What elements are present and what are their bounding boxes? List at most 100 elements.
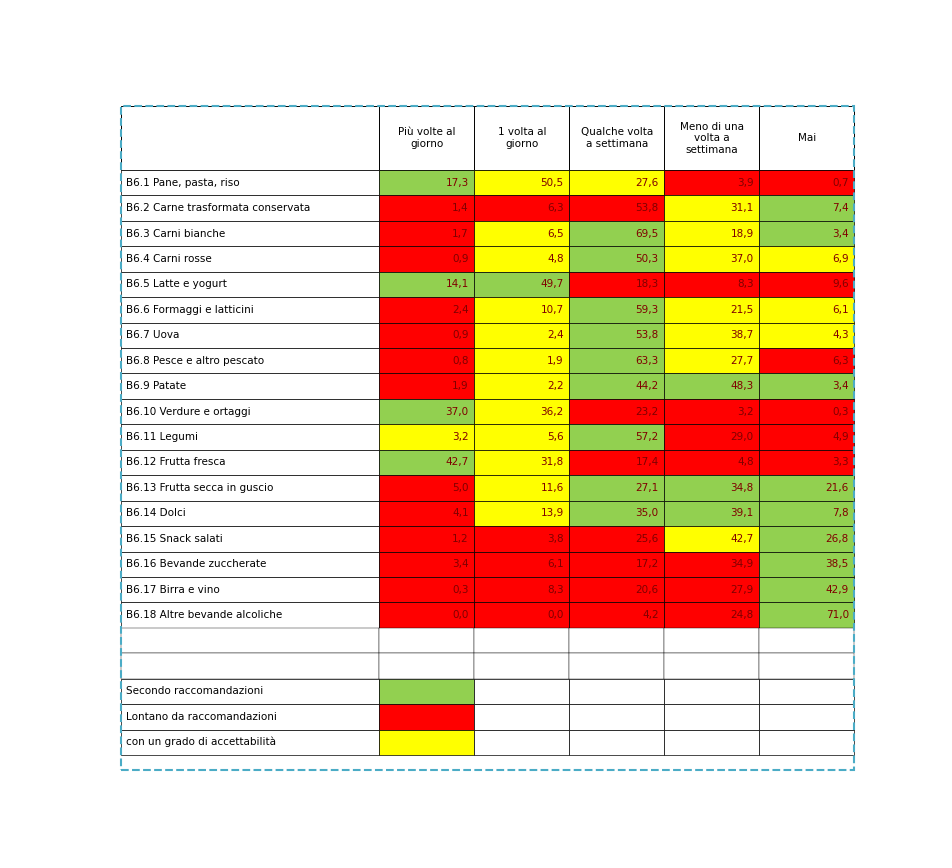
Text: 53,8: 53,8 xyxy=(636,331,659,340)
Bar xyxy=(664,577,760,602)
Text: 6,9: 6,9 xyxy=(832,254,849,264)
Text: 0,3: 0,3 xyxy=(832,406,849,417)
Text: B6.13 Frutta secca in guscio: B6.13 Frutta secca in guscio xyxy=(127,483,274,493)
Bar xyxy=(760,107,855,170)
Bar xyxy=(474,501,569,526)
Bar xyxy=(664,628,760,654)
Bar xyxy=(569,654,664,679)
Text: 0,8: 0,8 xyxy=(452,356,468,365)
Bar xyxy=(569,729,664,755)
Bar xyxy=(664,475,760,501)
Text: 3,3: 3,3 xyxy=(832,457,849,468)
Bar xyxy=(121,348,380,373)
Bar xyxy=(474,424,569,450)
Text: B6.11 Legumi: B6.11 Legumi xyxy=(127,432,198,442)
Text: 3,4: 3,4 xyxy=(832,381,849,391)
Bar xyxy=(569,170,664,195)
Text: 17,2: 17,2 xyxy=(636,559,659,569)
Text: 21,5: 21,5 xyxy=(730,305,754,315)
Bar xyxy=(760,373,855,399)
Bar xyxy=(664,348,760,373)
Bar xyxy=(121,297,380,323)
Bar xyxy=(474,247,569,272)
Text: 1,9: 1,9 xyxy=(547,356,564,365)
Text: B6.3 Carni bianche: B6.3 Carni bianche xyxy=(127,228,226,239)
Bar xyxy=(121,170,380,195)
Bar xyxy=(121,195,380,221)
Bar xyxy=(474,551,569,577)
Bar xyxy=(380,679,474,704)
Bar xyxy=(474,221,569,247)
Bar xyxy=(121,679,380,704)
Text: 25,6: 25,6 xyxy=(636,534,659,543)
Text: 18,9: 18,9 xyxy=(730,228,754,239)
Bar xyxy=(664,297,760,323)
Text: 2,2: 2,2 xyxy=(547,381,564,391)
Text: Più volte al
giorno: Più volte al giorno xyxy=(398,128,456,149)
Text: 53,8: 53,8 xyxy=(636,203,659,214)
Text: 6,3: 6,3 xyxy=(832,356,849,365)
Bar xyxy=(380,729,474,755)
Bar xyxy=(760,297,855,323)
Text: B6.17 Birra e vino: B6.17 Birra e vino xyxy=(127,585,220,595)
Bar xyxy=(121,450,380,475)
Bar xyxy=(474,170,569,195)
Text: 27,1: 27,1 xyxy=(636,483,659,493)
Bar xyxy=(380,221,474,247)
Bar xyxy=(664,551,760,577)
Bar xyxy=(121,577,380,602)
Bar xyxy=(760,221,855,247)
Text: 27,6: 27,6 xyxy=(636,178,659,187)
Text: 6,1: 6,1 xyxy=(547,559,564,569)
Bar xyxy=(121,729,380,755)
Text: B6.6 Formaggi e latticini: B6.6 Formaggi e latticini xyxy=(127,305,254,315)
Text: B6.1 Pane, pasta, riso: B6.1 Pane, pasta, riso xyxy=(127,178,240,187)
Text: B6.5 Latte e yogurt: B6.5 Latte e yogurt xyxy=(127,279,228,290)
Bar xyxy=(121,704,380,729)
Text: 1 volta al
giorno: 1 volta al giorno xyxy=(498,128,546,149)
Bar xyxy=(760,399,855,424)
Text: 1,2: 1,2 xyxy=(452,534,468,543)
Text: 7,4: 7,4 xyxy=(832,203,849,214)
Bar xyxy=(569,323,664,348)
Text: 17,4: 17,4 xyxy=(636,457,659,468)
Bar xyxy=(380,373,474,399)
Text: 31,8: 31,8 xyxy=(541,457,564,468)
Text: B6.18 Altre bevande alcoliche: B6.18 Altre bevande alcoliche xyxy=(127,610,283,620)
Text: 3,2: 3,2 xyxy=(737,406,754,417)
Text: 37,0: 37,0 xyxy=(446,406,468,417)
Text: 0,9: 0,9 xyxy=(452,331,468,340)
Text: 3,8: 3,8 xyxy=(547,534,564,543)
Bar xyxy=(121,602,380,628)
Bar xyxy=(664,654,760,679)
Bar xyxy=(760,602,855,628)
Bar xyxy=(380,323,474,348)
Bar xyxy=(569,272,664,297)
Bar xyxy=(121,399,380,424)
Text: 20,6: 20,6 xyxy=(636,585,659,595)
Bar xyxy=(760,501,855,526)
Bar xyxy=(474,107,569,170)
Text: 3,2: 3,2 xyxy=(452,432,468,442)
Bar xyxy=(664,679,760,704)
Bar xyxy=(474,628,569,654)
Text: 49,7: 49,7 xyxy=(541,279,564,290)
Bar xyxy=(380,602,474,628)
Text: 17,3: 17,3 xyxy=(446,178,468,187)
Bar xyxy=(474,526,569,551)
Bar xyxy=(569,297,664,323)
Bar xyxy=(760,450,855,475)
Text: 9,6: 9,6 xyxy=(832,279,849,290)
Text: 57,2: 57,2 xyxy=(636,432,659,442)
Bar xyxy=(380,107,474,170)
Bar xyxy=(474,577,569,602)
Bar xyxy=(380,475,474,501)
Text: 6,5: 6,5 xyxy=(547,228,564,239)
Bar xyxy=(569,195,664,221)
Text: Secondo raccomandazioni: Secondo raccomandazioni xyxy=(127,687,264,696)
Text: 0,0: 0,0 xyxy=(452,610,468,620)
Text: B6.12 Frutta fresca: B6.12 Frutta fresca xyxy=(127,457,226,468)
Bar xyxy=(760,704,855,729)
Text: 27,7: 27,7 xyxy=(730,356,754,365)
Text: B6.4 Carni rosse: B6.4 Carni rosse xyxy=(127,254,212,264)
